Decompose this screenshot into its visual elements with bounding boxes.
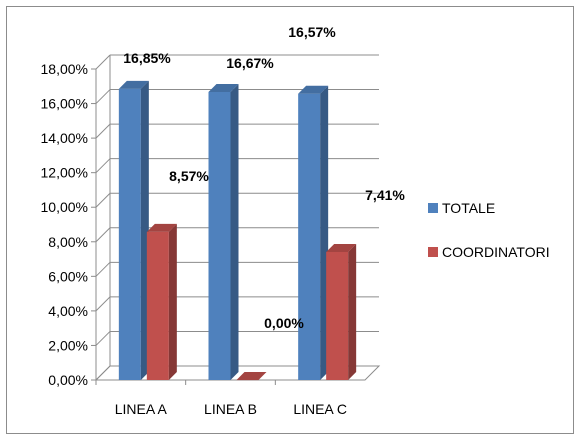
bar-coordinatori-linea-c: [326, 251, 349, 380]
legend-swatch-coordinatori: [428, 247, 438, 257]
gridline-side: [95, 123, 111, 139]
bar-totale-linea-c: [298, 93, 321, 381]
bar-top: [146, 223, 177, 232]
gridline-side: [95, 158, 111, 174]
legend-swatch-totale: [428, 203, 438, 213]
y-tick-label: 6,00%: [48, 268, 88, 284]
bar-top: [236, 372, 267, 380]
gridline-side: [95, 89, 111, 104]
bar-totale-linea-a: [118, 88, 141, 380]
gridline-side: [95, 296, 111, 312]
bar-side: [168, 223, 177, 380]
gridline-side: [95, 192, 111, 208]
x-tick-label: LINEA A: [115, 401, 168, 417]
legend-label: COORDINATORI: [442, 244, 550, 260]
x-tick-label: LINEA B: [204, 401, 257, 417]
bar-side: [348, 243, 357, 380]
gridline-side: [95, 261, 111, 277]
data-label: 8,57%: [169, 168, 209, 184]
y-tick-label: 0,00%: [48, 372, 88, 388]
data-label: 0,00%: [264, 315, 304, 331]
bar-top: [118, 80, 149, 89]
gridline-side: [95, 331, 111, 346]
data-label: 7,41%: [365, 187, 405, 203]
y-tick-label: 14,00%: [41, 130, 88, 146]
bar-coordinatori-linea-a: [146, 231, 169, 380]
y-tick-label: 8,00%: [48, 234, 88, 250]
data-label: 16,67%: [226, 55, 274, 71]
gridline-side: [95, 54, 111, 70]
x-tick-label: LINEA C: [293, 401, 347, 417]
data-label: 16,57%: [288, 24, 336, 40]
y-tick-label: 10,00%: [41, 199, 88, 215]
legend-label: TOTALE: [442, 200, 495, 216]
y-tick-label: 4,00%: [48, 303, 88, 319]
y-tick-label: 18,00%: [41, 61, 88, 77]
bar-top: [208, 83, 239, 92]
bar-totale-linea-b: [208, 91, 231, 381]
y-tick-label: 12,00%: [41, 165, 88, 181]
chart-frame: [6, 6, 574, 434]
data-label: 16,85%: [123, 50, 171, 66]
bar-top: [298, 85, 329, 94]
bar-side: [230, 83, 239, 381]
bar-top: [326, 243, 357, 252]
y-tick-label: 2,00%: [48, 337, 88, 353]
y-tick-label: 16,00%: [41, 96, 88, 112]
gridline-side: [95, 227, 111, 243]
